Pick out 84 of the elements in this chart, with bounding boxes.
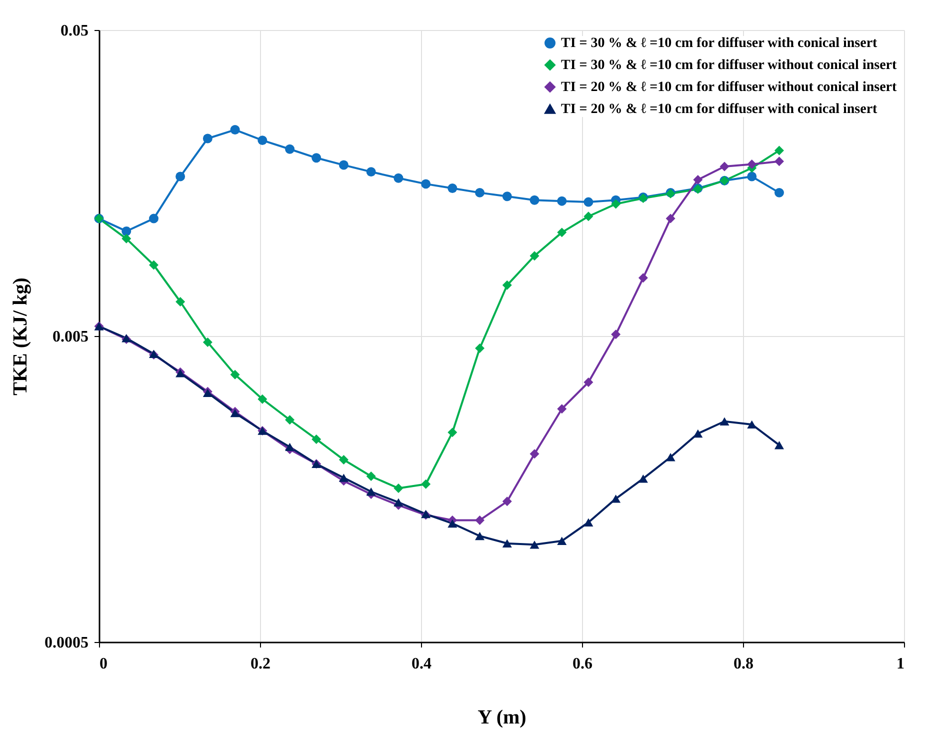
- point: [611, 494, 621, 503]
- point: [176, 172, 186, 182]
- point: [475, 344, 485, 353]
- point: [122, 234, 132, 244]
- point: [475, 188, 485, 198]
- point: [230, 125, 240, 135]
- x-tick-label: 0: [100, 656, 108, 672]
- x-tick-label: 0.2: [250, 656, 270, 672]
- point: [747, 172, 757, 182]
- point: [338, 474, 348, 482]
- point: [122, 226, 132, 236]
- point: [202, 134, 212, 144]
- point: [285, 442, 295, 452]
- point: [638, 474, 648, 483]
- point: [502, 539, 512, 548]
- x-axis-title: Y (m): [478, 706, 526, 728]
- legend-label: TI = 20 % & ℓ =10 cm for diffuser with conical insert: [561, 102, 878, 117]
- point: [584, 197, 594, 207]
- point: [366, 488, 376, 496]
- y-tick-label: 0.0005: [44, 634, 88, 652]
- point: [666, 453, 676, 462]
- x-tick-label: 0.4: [412, 656, 432, 672]
- point: [448, 428, 458, 438]
- point: [202, 338, 212, 347]
- point: [638, 273, 648, 283]
- point: [530, 251, 540, 261]
- point: [557, 404, 567, 414]
- point: [611, 330, 621, 340]
- legend-label: TI = 30 % & ℓ =10 cm for diffuser without conical insert: [561, 58, 898, 73]
- y-tick-label: 0.05: [60, 22, 88, 40]
- point: [611, 199, 621, 209]
- y-axis-title: TKE (KJ/ kg): [10, 278, 32, 396]
- x-tick-label: 0.8: [734, 656, 754, 672]
- point: [312, 434, 322, 444]
- point: [394, 173, 404, 183]
- point: [502, 496, 512, 506]
- point: [421, 479, 431, 489]
- point: [774, 146, 784, 156]
- point: [366, 472, 376, 482]
- point: [448, 519, 458, 528]
- point: [584, 518, 594, 526]
- point: [394, 484, 404, 493]
- x-tick-label: 0.6: [572, 656, 592, 672]
- point: [693, 429, 703, 438]
- point: [285, 415, 295, 425]
- point: [148, 260, 158, 270]
- point: [530, 195, 540, 205]
- point: [584, 212, 594, 222]
- point: [258, 394, 268, 404]
- point: [747, 420, 757, 429]
- point: [584, 378, 594, 388]
- point: [693, 175, 703, 185]
- point: [530, 540, 540, 549]
- point: [285, 144, 295, 154]
- point: [394, 498, 404, 506]
- point: [176, 297, 186, 306]
- point: [448, 184, 458, 193]
- point: [557, 536, 567, 545]
- point: [312, 153, 322, 163]
- point: [557, 196, 567, 206]
- point: [475, 515, 485, 525]
- point: [148, 214, 158, 224]
- point: [502, 192, 512, 202]
- point: [530, 449, 540, 459]
- point: [258, 136, 268, 146]
- point: [720, 162, 730, 172]
- point: [230, 370, 240, 380]
- point: [338, 160, 348, 170]
- y-tick-label: 0.005: [52, 328, 88, 346]
- point: [747, 160, 757, 170]
- legend-label: TI = 30 % & ℓ =10 cm for diffuser with conical insert: [561, 36, 878, 51]
- legend-label: TI = 20 % & ℓ =10 cm for diffuser without conical insert: [561, 80, 898, 95]
- point: [502, 280, 512, 290]
- point: [421, 179, 431, 189]
- point: [366, 167, 376, 177]
- point: [720, 417, 730, 426]
- point: [774, 156, 784, 166]
- point: [557, 228, 567, 238]
- x-tick-label: 1: [896, 656, 904, 672]
- point: [666, 214, 676, 224]
- point: [475, 532, 485, 540]
- point: [338, 455, 348, 465]
- point: [774, 440, 784, 450]
- point: [774, 188, 784, 198]
